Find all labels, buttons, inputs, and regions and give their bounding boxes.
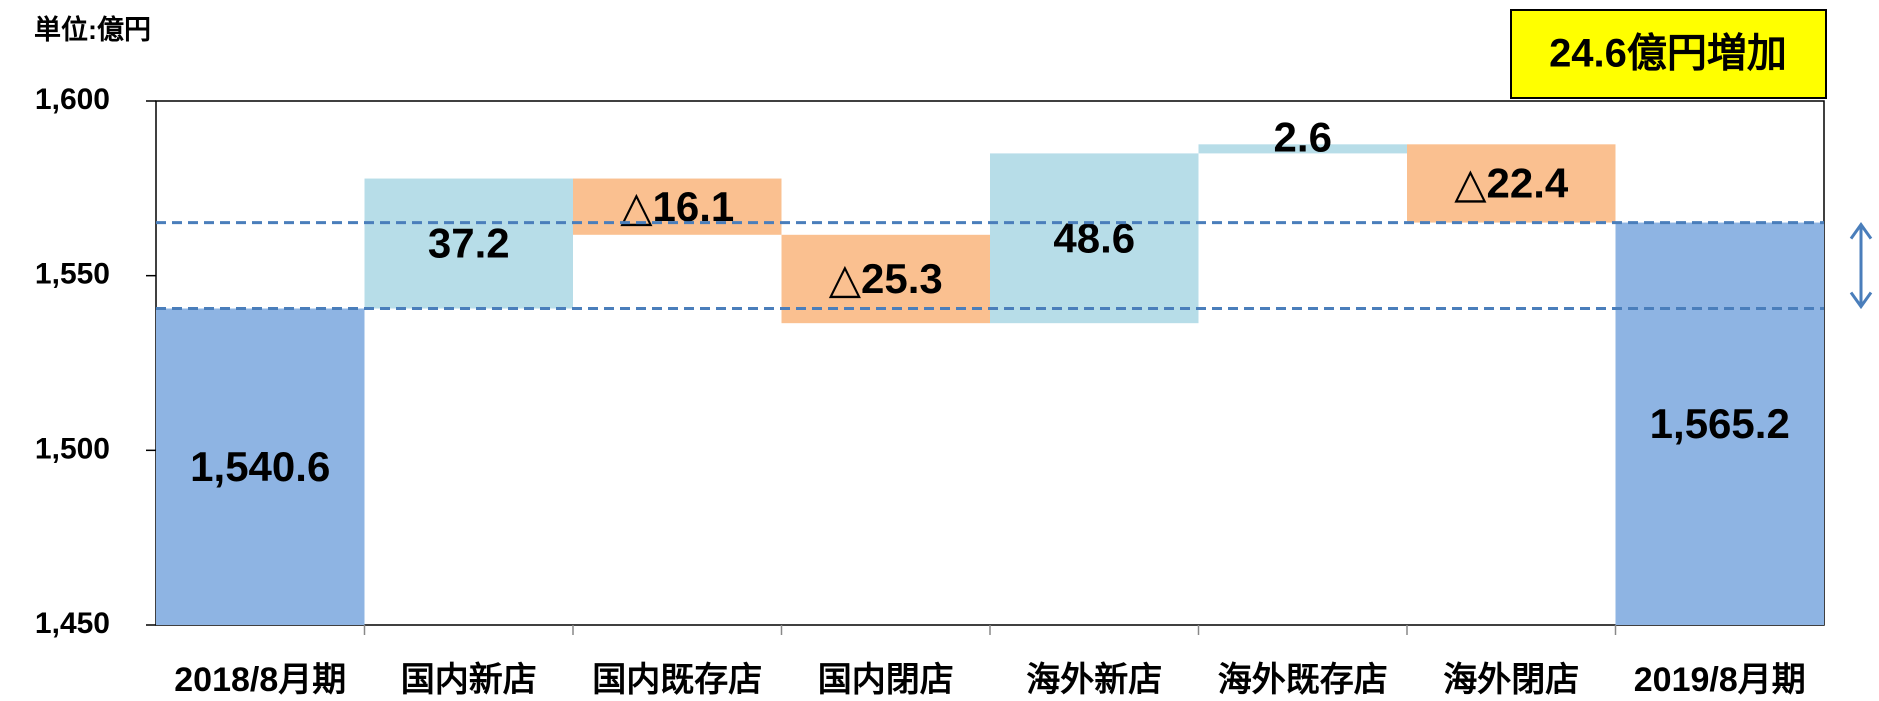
x-tick-label: 国内新店 bbox=[401, 661, 537, 699]
x-tick-label: 海外既存店 bbox=[1218, 661, 1388, 699]
y-tick-label: 1,600 bbox=[35, 83, 110, 116]
y-tick-label: 1,450 bbox=[35, 607, 110, 640]
value-label: △25.3 bbox=[829, 255, 943, 302]
annotation-box bbox=[1510, 9, 1827, 99]
annotation: 24.6億円増加 bbox=[1549, 32, 1787, 76]
bar bbox=[1198, 144, 1407, 154]
unit-label: 単位:億円 bbox=[34, 14, 151, 45]
bar bbox=[1615, 222, 1824, 625]
x-tick-label: 海外新店 bbox=[1026, 661, 1162, 699]
value-label: 1,540.6 bbox=[190, 443, 330, 490]
bar bbox=[990, 153, 1199, 324]
x-tick-label: 国内閉店 bbox=[818, 661, 954, 699]
x-tick-label: 2018/8月期 bbox=[174, 661, 346, 699]
bar bbox=[1407, 144, 1616, 223]
bar bbox=[573, 178, 782, 235]
bar bbox=[364, 178, 573, 309]
value-label: 37.2 bbox=[428, 220, 510, 267]
bar bbox=[156, 308, 365, 625]
difference-arrow-head bbox=[1849, 291, 1873, 310]
value-label: △22.4 bbox=[1454, 160, 1569, 207]
value-label: 1,565.2 bbox=[1650, 400, 1790, 447]
x-tick-label: 国内既存店 bbox=[592, 661, 762, 699]
y-tick-label: 1,550 bbox=[35, 258, 110, 291]
x-tick-label: 海外閉店 bbox=[1443, 661, 1579, 699]
y-tick-label: 1,500 bbox=[35, 432, 110, 465]
value-label: 2.6 bbox=[1274, 113, 1332, 160]
difference-arrow-head bbox=[1849, 221, 1873, 240]
x-tick-label: 2019/8月期 bbox=[1634, 661, 1806, 699]
